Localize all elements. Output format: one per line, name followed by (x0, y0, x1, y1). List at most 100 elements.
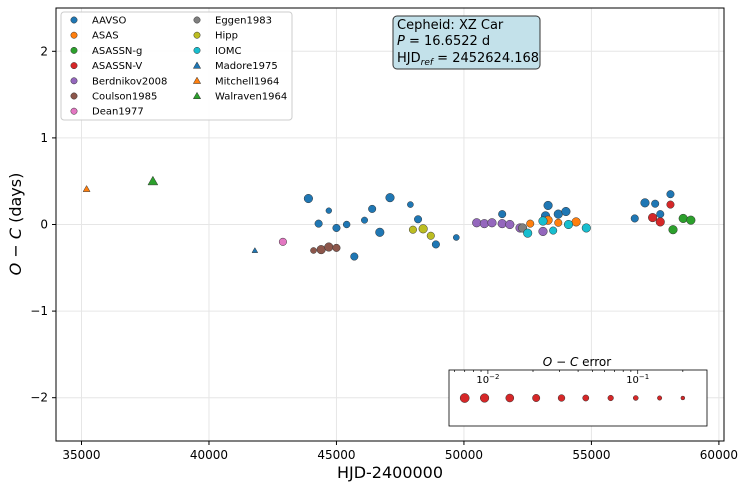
x-tick-label: 45000 (317, 448, 355, 462)
data-point (342, 220, 351, 229)
legend-marker (193, 16, 201, 24)
data-point (332, 243, 341, 252)
data-points (82, 175, 696, 261)
data-point (656, 210, 665, 219)
legend-label: Dean1977 (92, 107, 144, 118)
legend-marker (70, 62, 78, 70)
error-legend-title-rest: error (578, 355, 611, 369)
data-point (581, 223, 591, 233)
annotation-period-val: = 16.6522 d (405, 34, 490, 49)
error-legend-sample (479, 393, 490, 403)
error-legend-title-minus: − (552, 355, 570, 369)
error-legend-sample (582, 394, 590, 402)
x-tick-label: 40000 (190, 448, 228, 462)
data-point (666, 200, 675, 209)
data-point (479, 219, 489, 229)
annotation-hjd-sub: ref (421, 58, 435, 68)
legend-marker (193, 46, 201, 54)
error-legend-title-o: O (543, 355, 552, 369)
data-point (651, 199, 660, 208)
data-point (418, 224, 428, 234)
legend-marker (192, 61, 202, 69)
data-point (538, 226, 548, 236)
legend-label: ASASSN-V (92, 61, 142, 72)
error-legend-title-c: C (570, 355, 579, 369)
error-legend-tick-label: 10−2 (476, 373, 499, 386)
error-legend-sample (607, 394, 614, 402)
y-tick-label: −2 (30, 391, 48, 405)
data-point (523, 228, 533, 238)
legend-label: ASASSN-g (92, 46, 142, 57)
data-point (324, 242, 334, 252)
annotation-line-2: P = 16.6522 d (397, 34, 490, 49)
data-point (630, 214, 639, 223)
data-point (554, 218, 563, 227)
error-legend-sample (459, 393, 470, 403)
series-legend-box (60, 11, 293, 121)
error-legend-sample (557, 394, 566, 402)
y-axis-ticks: −2 −1 0 1 2 (30, 44, 56, 405)
legend-label: Coulson1985 (92, 92, 157, 103)
legend-marker (192, 76, 202, 84)
data-point (82, 184, 91, 192)
data-point (678, 213, 688, 223)
data-point (472, 218, 482, 228)
data-point (543, 200, 553, 210)
legend-label: IOMC (215, 46, 241, 57)
data-point (314, 219, 323, 228)
data-point (278, 237, 287, 246)
legend-marker (192, 91, 202, 100)
data-point (648, 213, 658, 223)
annotation-hjd-val: = 2452624.168 (433, 51, 539, 66)
data-point (561, 206, 571, 217)
data-point (549, 226, 558, 235)
legend-label: Mitchell1964 (215, 76, 279, 87)
legend-label: Hipp (215, 31, 238, 42)
data-point (408, 225, 417, 234)
data-point (640, 198, 650, 208)
data-point (538, 216, 548, 226)
x-tick-label: 35000 (62, 448, 100, 462)
legend-marker (70, 77, 78, 85)
legend-label: AAVSO (92, 16, 127, 27)
data-point (686, 215, 696, 225)
legend-marker (70, 46, 78, 54)
data-point (385, 193, 395, 203)
error-legend-sample (632, 395, 639, 401)
y-axis-title-minus: − (6, 239, 25, 263)
error-legend-sample (657, 395, 663, 401)
data-point (563, 219, 574, 230)
data-point (316, 245, 326, 255)
data-point (655, 217, 665, 227)
y-axis-title-unit: (days) (6, 173, 25, 228)
legend-label: Berdnikov2008 (92, 76, 167, 87)
data-point (553, 209, 563, 219)
x-tick-label: 50000 (445, 448, 483, 462)
data-point (407, 201, 414, 208)
y-tick-label: −1 (30, 304, 48, 318)
data-point (310, 247, 317, 254)
data-point (526, 219, 535, 228)
data-point (426, 231, 435, 240)
data-point (147, 175, 159, 186)
data-point (361, 216, 368, 224)
legend-marker (193, 31, 201, 39)
legend-label: Eggen1983 (215, 16, 272, 27)
data-point (498, 210, 507, 219)
annotation-hjd-var: HJD (397, 51, 421, 66)
legend-label: Walraven1964 (215, 92, 287, 103)
y-axis-title: O − C (days) (6, 173, 25, 276)
legend-label: ASAS (92, 31, 119, 42)
data-point (368, 204, 377, 213)
error-legend-title: O − C error (543, 355, 611, 369)
error-legend-box (448, 369, 708, 427)
error-legend-sample (532, 394, 541, 402)
data-point (452, 234, 460, 241)
series-legend: AAVSO ASAS ASASSN-g ASASSN-V Berdnikov2008 Co… (70, 16, 287, 118)
data-point (666, 190, 675, 199)
data-point (325, 207, 332, 214)
x-tick-label: 60000 (700, 448, 738, 462)
legend-marker (70, 16, 78, 24)
error-legend-tick-label: 10−1 (626, 373, 649, 386)
